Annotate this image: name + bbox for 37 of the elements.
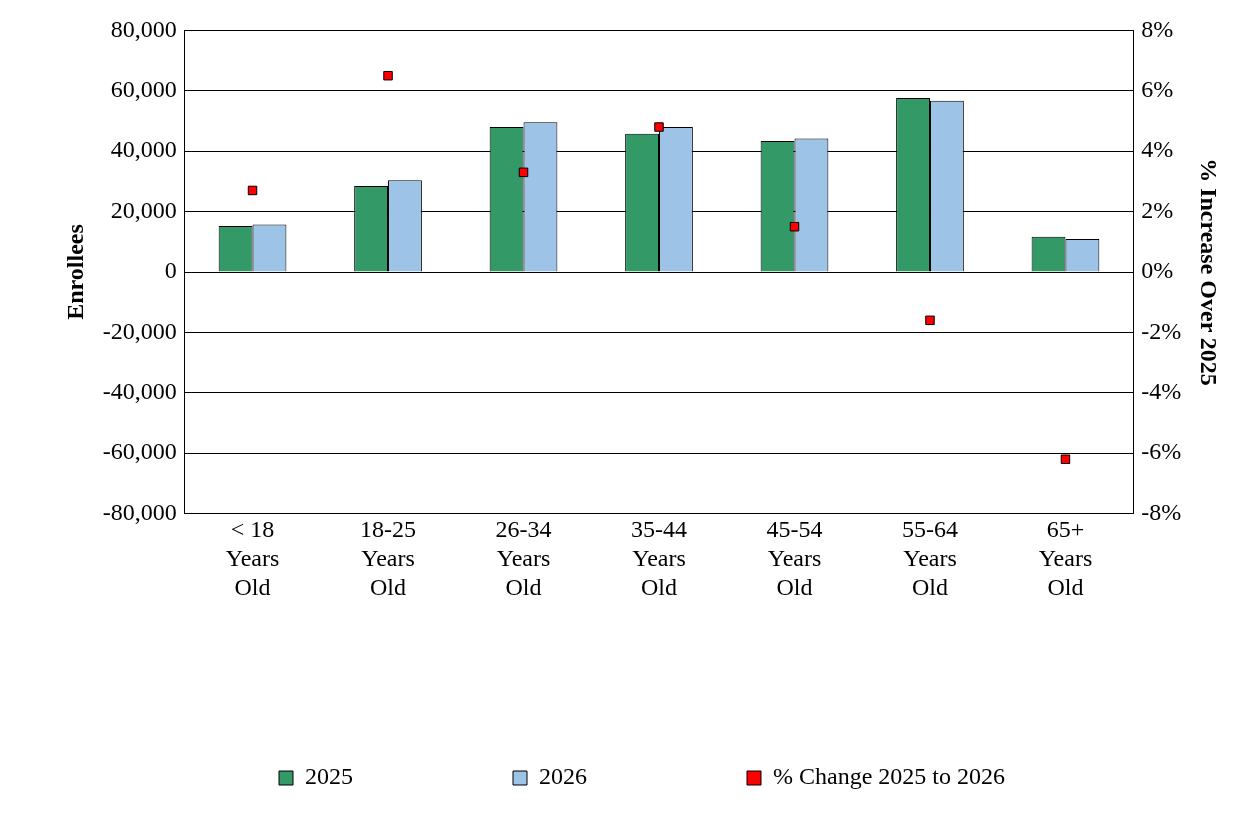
y2-tick-label: -4% (1141, 378, 1182, 405)
x-tick-label: < 18 Years Old (225, 516, 280, 600)
point (1060, 454, 1071, 464)
point (518, 167, 529, 178)
y2-tick-label: 6% (1141, 76, 1174, 103)
point (383, 70, 393, 81)
y2-tick-label: 0% (1141, 257, 1174, 284)
y-tick-label: 0 (164, 257, 177, 284)
y2-tick-label: 2% (1141, 196, 1174, 223)
y-tick-label: 60,000 (110, 76, 177, 103)
x-tick-label: 18-25 Years Old (360, 516, 417, 600)
y-tick-label: -60,000 (102, 438, 177, 465)
point (925, 315, 935, 326)
point (247, 185, 258, 196)
y-tick-label: 20,000 (110, 196, 177, 223)
legend-label: % Change 2025 to 2026 (773, 763, 1005, 790)
legend-label: 2025 (305, 763, 354, 790)
point (654, 122, 664, 132)
y2-tick-label: 8% (1141, 15, 1174, 42)
y2-axis-title: % Increase Over 2025 (1196, 158, 1223, 386)
x-tick-label: 55-64 Years Old (901, 516, 958, 600)
y-tick-label: 40,000 (110, 136, 177, 163)
point (789, 221, 800, 232)
y2-tick-label: -8% (1141, 498, 1182, 525)
y-tick-label: -40,000 (102, 378, 177, 405)
y-axis-title: Enrollees (61, 224, 88, 320)
y-tick-label: 80,000 (110, 15, 177, 42)
y-tick-label: -20,000 (102, 317, 177, 344)
legend-label: 2026 (539, 763, 588, 790)
x-tick-label: 26-34 Years Old (495, 516, 552, 600)
x-tick-label: 65+ Years Old (1038, 516, 1093, 600)
x-tick-label: 45-54 Years Old (766, 516, 823, 600)
y2-tick-label: 4% (1141, 136, 1174, 163)
y-tick-label: -80,000 (102, 498, 177, 525)
x-tick-label: 35-44 Years Old (631, 516, 687, 600)
y2-tick-label: -2% (1141, 317, 1182, 344)
y2-tick-label: -6% (1141, 438, 1182, 465)
